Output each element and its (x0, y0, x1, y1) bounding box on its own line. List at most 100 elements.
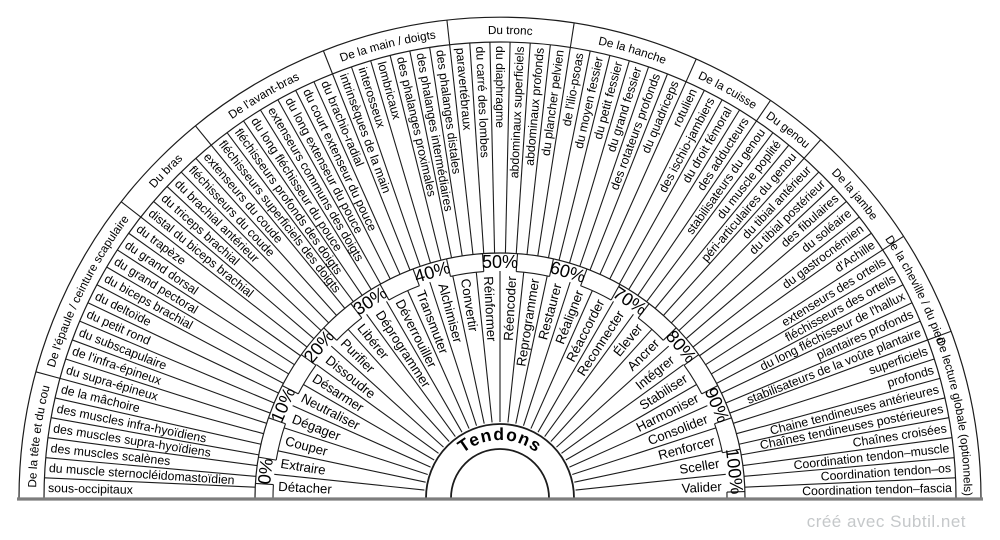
muscle-divider-line (489, 42, 496, 254)
percent-slot-line (548, 258, 554, 277)
muscle-divider-line (370, 60, 432, 264)
muscle-divider-line (618, 99, 723, 285)
muscle-divider-line (195, 157, 338, 316)
muscle-divider-line (738, 397, 946, 445)
muscle-divider-line (277, 99, 382, 285)
muscle-inner-arc (254, 252, 746, 499)
action-outer-arc-segment (516, 271, 550, 278)
category-outer-arc (18, 16, 982, 499)
action-divider-line (550, 328, 653, 442)
percent-slot-line (379, 284, 390, 301)
action-outer-arc-segment (713, 423, 723, 453)
action-divider-line (386, 301, 463, 433)
category-tick-line (685, 58, 697, 82)
percent-slot-line (350, 303, 363, 319)
percent-slot-line (701, 385, 718, 395)
action-divider-line (283, 427, 428, 476)
muscle-divider-line (515, 42, 531, 254)
muscle-divider-line (685, 201, 847, 340)
muscle-divider-line (537, 47, 571, 257)
action-divider-line (572, 427, 717, 476)
action-label: Valider (681, 479, 722, 496)
muscle-divider-line (79, 320, 275, 404)
muscle-divider-line (87, 302, 279, 394)
action-divider-line (316, 364, 439, 454)
action-divider-line (537, 301, 614, 433)
percent-slot-line (515, 253, 519, 272)
percent-label: 100% (722, 447, 747, 495)
muscle-divider-line (599, 81, 687, 275)
percent-slot-line (446, 258, 452, 277)
muscle-divider-line (429, 47, 463, 257)
action-label: Sceller (678, 456, 721, 477)
percent-label: 50% (482, 252, 518, 272)
muscle-divider-line (389, 55, 442, 261)
muscle-divider-line (128, 232, 301, 357)
muscle-divider-line (741, 417, 949, 456)
action-divider-line (522, 281, 571, 426)
percent-slot-line (412, 268, 420, 286)
muscle-divider-line (72, 339, 271, 414)
action-label: Réencoder (501, 275, 519, 341)
muscle-divider-line (662, 157, 805, 316)
muscle-divider-line (736, 377, 941, 435)
muscle-divider-line (670, 171, 820, 324)
action-divider-line (507, 272, 525, 423)
action-divider-line (556, 345, 670, 448)
action-divider-line (429, 281, 478, 426)
muscle-divider-line (409, 50, 453, 258)
muscle-label: Coordination tendon–fascia (802, 481, 952, 498)
action-divider-line (561, 364, 684, 454)
muscle-divider-line (547, 50, 591, 258)
action-divider-line (366, 314, 456, 437)
category-tick-line (120, 201, 142, 218)
percent-slot-line (714, 417, 732, 425)
muscle-divider-line (725, 320, 921, 404)
action-divider-line (544, 314, 634, 437)
action-divider-line (347, 328, 450, 442)
muscle-divider-line (180, 171, 330, 324)
muscle-divider-line (628, 109, 741, 290)
percent-slot-line (580, 268, 588, 286)
percent-slot-line (637, 303, 650, 319)
muscle-divider-line (646, 132, 774, 303)
percent-slot-line (722, 448, 741, 454)
muscle-divider-line (558, 55, 611, 261)
action-divider-line (530, 290, 593, 429)
muscle-divider-line (166, 186, 322, 332)
muscle-divider-line (692, 216, 860, 348)
action-label: Extraire (280, 456, 327, 478)
percent-slot-line (683, 354, 700, 366)
action-outer-arc-segment (336, 317, 363, 341)
muscle-divider-line (469, 42, 485, 254)
action-divider-line (407, 290, 470, 429)
category-tick-line (927, 330, 952, 341)
muscle-divider-line (654, 144, 790, 309)
action-divider-line (277, 450, 426, 483)
muscle-divider-line (140, 216, 308, 348)
action-divider-line (475, 272, 493, 423)
action-divider-line (274, 473, 425, 491)
action-outer-arc-segment (683, 364, 703, 395)
action-divider-line (292, 405, 431, 468)
action-outer-arc-segment (637, 317, 664, 341)
muscle-divider-line (744, 477, 956, 488)
muscle-divider-line (705, 249, 883, 366)
percent-slot-line (323, 327, 338, 341)
muscle-divider-line (733, 358, 935, 424)
muscle-divider-line (59, 377, 264, 435)
muscle-divider-line (568, 60, 630, 264)
muscle-divider-line (313, 81, 401, 275)
action-divider-line (303, 384, 435, 461)
tendon-ring-inner-arc (450, 448, 550, 499)
action-label: Détacher (278, 479, 333, 497)
muscle-divider-line (721, 302, 913, 394)
muscle-divider-line (243, 120, 363, 296)
muscle-divider-line (331, 73, 411, 271)
action-outer-arc-segment (275, 423, 287, 461)
percent-slot-line (255, 482, 274, 486)
muscle-divider-line (742, 437, 953, 467)
chart-title: Tendons (454, 424, 546, 456)
